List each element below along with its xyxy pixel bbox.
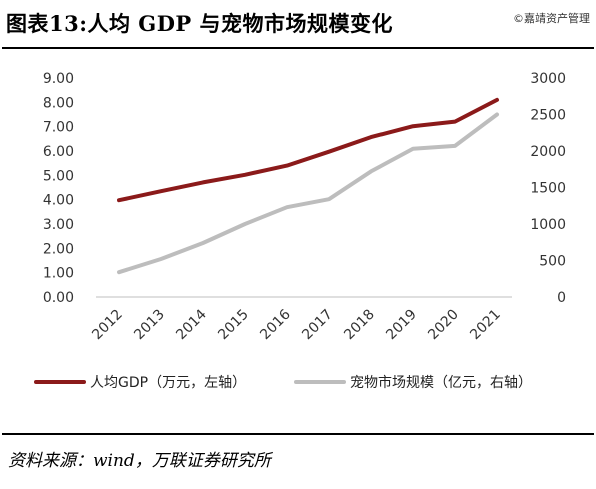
x-tick-label: 2020 [425, 307, 462, 344]
y-right-tick-label: 0 [557, 290, 566, 306]
y-left-tick-label: 6.00 [43, 144, 74, 160]
y-right-tick-label: 1000 [530, 217, 566, 233]
y-right-tick-label: 3000 [530, 71, 566, 87]
y-right-tick-label: 2000 [530, 144, 566, 160]
y-right-tick-label: 500 [539, 254, 566, 270]
pet-market-series-line [117, 112, 499, 275]
y-left-tick-label: 7.00 [43, 120, 74, 136]
y-left-tick-label: 0.00 [43, 290, 74, 306]
x-tick-label: 2018 [341, 307, 378, 344]
x-tick-label: 2019 [383, 307, 420, 344]
y-left-tick-label: 2.00 [43, 241, 74, 257]
gdp-series-line [117, 97, 499, 203]
y-left-tick-label: 8.00 [43, 95, 74, 111]
y-right-tick-label: 2500 [530, 108, 566, 124]
x-tick-label: 2016 [257, 306, 294, 343]
x-tick-label: 2013 [131, 307, 168, 344]
source-note: 资料来源：wind，万联证券研究所 [8, 451, 271, 471]
x-tick-label: 2014 [173, 306, 210, 343]
x-tick-label: 2017 [299, 307, 336, 344]
legend-label: 宠物市场规模（亿元，右轴） [350, 374, 532, 391]
x-tick-label: 2015 [215, 307, 252, 344]
legend-label: 人均GDP（万元，左轴） [90, 375, 246, 391]
title-divider [2, 47, 594, 49]
y-left-tick-label: 5.00 [43, 168, 74, 184]
y-left-tick-label: 4.00 [43, 193, 74, 209]
watermark: ©嘉靖资产管理 [513, 12, 590, 25]
y-right-tick-label: 1500 [530, 181, 566, 197]
y-left-tick-label: 9.00 [43, 71, 74, 87]
y-left-tick-label: 1.00 [43, 266, 74, 282]
y-left-tick-label: 3.00 [43, 217, 74, 233]
chart-title: 图表13:人均 GDP 与宠物市场规模变化 [6, 11, 394, 36]
x-tick-label: 2021 [467, 307, 504, 344]
footer-divider [2, 433, 594, 435]
x-tick-label: 2012 [89, 307, 126, 344]
